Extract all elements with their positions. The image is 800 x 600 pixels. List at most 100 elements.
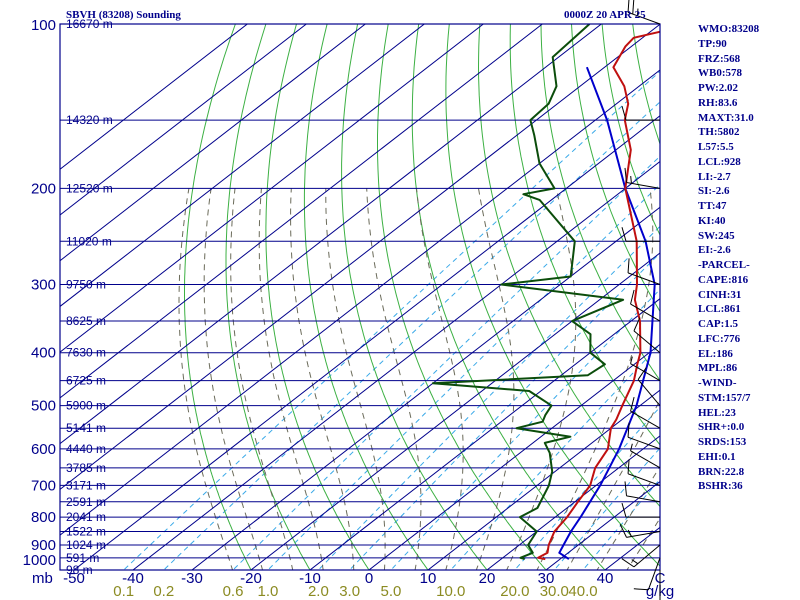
moist-adiabat: [203, 188, 264, 570]
height-label: 14320 m: [66, 113, 113, 127]
index-item: TP:90: [698, 37, 727, 50]
index-item: STM:157/7: [698, 391, 751, 404]
mixing-ratio-label: 5.0: [381, 583, 402, 600]
plot-frame: [59, 23, 661, 571]
isotherm: [60, 24, 485, 353]
isotherm: [60, 24, 603, 445]
isotherm: [60, 24, 308, 216]
mixing-ratio-label: 20.0: [500, 583, 529, 600]
index-item: FRZ:568: [698, 52, 741, 65]
dry-adiabat: [509, 24, 660, 446]
index-item: EI:-2.6: [698, 244, 731, 257]
height-label: 5141 m: [66, 421, 106, 435]
dry-adiabat: [225, 24, 311, 570]
wind-barb: [627, 422, 661, 450]
dry-adiabat: [411, 24, 606, 570]
wind-barb: [621, 227, 660, 242]
moist-adiabat: [325, 188, 386, 570]
index-item: TT:47: [698, 200, 727, 212]
pressure-tick-label: 100: [31, 17, 56, 34]
wind-barb: [621, 106, 660, 121]
dry-adiabat: [570, 24, 660, 313]
dry-adiabat: [184, 24, 252, 570]
temperature-tick-label: 10: [420, 570, 437, 587]
height-label: 4440 m: [66, 442, 106, 456]
wind-barb: [621, 544, 661, 568]
height-label: 5900 m: [66, 399, 106, 413]
valid-time: 0000Z 20 APR 25: [564, 9, 646, 21]
index-item: KI:40: [698, 214, 726, 227]
isotherm: [73, 115, 660, 570]
sounding-indices-list: WMO:83208 TP:90 FRZ:568 WB0:578 PW:2.02 RH:83…: [698, 22, 798, 494]
index-item: HEL:23: [698, 406, 736, 419]
pressure-tick-label: 600: [31, 441, 56, 458]
height-label: 591 m: [66, 551, 99, 565]
height-label: 2591 m: [66, 495, 106, 509]
moist-adiabat: [290, 188, 355, 570]
mixing-ratio-line: [163, 101, 660, 570]
index-item: CAPE:816: [698, 273, 749, 286]
temperature-tick-label: 30: [538, 570, 555, 587]
pressure-tick-label: 800: [31, 509, 56, 526]
temperature-tick-label: 20: [479, 570, 496, 587]
index-item: SW:245: [698, 229, 735, 242]
mixing-ratio-label: 0.2: [153, 583, 174, 600]
temperature-tick-label: -40: [122, 570, 144, 587]
moist-adiabat: [416, 188, 464, 570]
index-item: L57:5.5: [698, 141, 734, 153]
mixing-ratio-label: 0.1: [113, 583, 134, 600]
pressure-tick-label: 300: [31, 277, 56, 294]
height-label: 16670 m: [66, 17, 113, 31]
index-item: MPL:86: [698, 362, 738, 375]
parcel-trace-line: [558, 66, 656, 560]
dry-adiabat: [265, 24, 370, 570]
mixing-ratio-label: 0.6: [223, 583, 244, 600]
wind-barb: [630, 443, 661, 469]
index-item: WB0:578: [698, 67, 742, 80]
isotherm: [60, 24, 660, 491]
wind-barb: [619, 524, 661, 538]
height-label: 98 m: [66, 563, 93, 577]
temperature-tick-label: -30: [181, 570, 203, 587]
dry-adiabat: [477, 24, 660, 508]
index-item: -PARCEL-: [698, 259, 750, 271]
pressure-tick-label: 700: [31, 477, 56, 494]
index-item: SI:-2.6: [698, 185, 730, 198]
index-item: SHR+:0.0: [698, 421, 745, 434]
index-item: LI:-2.7: [698, 170, 731, 183]
dewpoint-line: [431, 24, 625, 561]
height-label: 2041 m: [66, 510, 106, 524]
height-label: 3171 m: [66, 478, 106, 492]
pressure-tick-label: 500: [31, 398, 56, 415]
height-label: 3785 m: [66, 461, 106, 475]
temperature-tick-label: -50: [63, 570, 85, 587]
index-item: BRN:22.8: [698, 465, 745, 478]
index-item: WMO:83208: [698, 23, 760, 35]
wind-barb: [630, 396, 661, 429]
moist-adiabat: [178, 188, 234, 570]
temperature-tick-label: -20: [240, 570, 262, 587]
index-item: RH:83.6: [698, 96, 738, 109]
dry-adiabat: [303, 24, 429, 570]
isotherm: [60, 24, 249, 170]
mixing-ratio-label: 10.0: [436, 583, 465, 600]
mixing-ratio-line: [122, 70, 660, 570]
isotherm: [60, 24, 367, 262]
index-item: LCL:928: [698, 155, 741, 168]
mixing-ratio-label: 30.0: [540, 583, 569, 600]
index-item: LFC:776: [698, 332, 741, 345]
height-label: 11020 m: [66, 234, 112, 248]
wind-barb: [633, 557, 661, 591]
mixing-ratio-line: [348, 252, 660, 570]
height-label: 1522 m: [66, 524, 106, 538]
mixing-ratio-label: 3.0: [339, 583, 360, 600]
height-label: 1024 m: [66, 538, 106, 552]
wind-barb: [624, 167, 661, 189]
moist-adiabat: [230, 188, 294, 570]
wind-barb: [627, 0, 661, 25]
index-item: CINH:31: [698, 288, 742, 301]
index-item: LCL:861: [698, 303, 741, 316]
index-item: BSHR:36: [698, 480, 743, 493]
pressure-tick-label: 400: [31, 345, 56, 362]
